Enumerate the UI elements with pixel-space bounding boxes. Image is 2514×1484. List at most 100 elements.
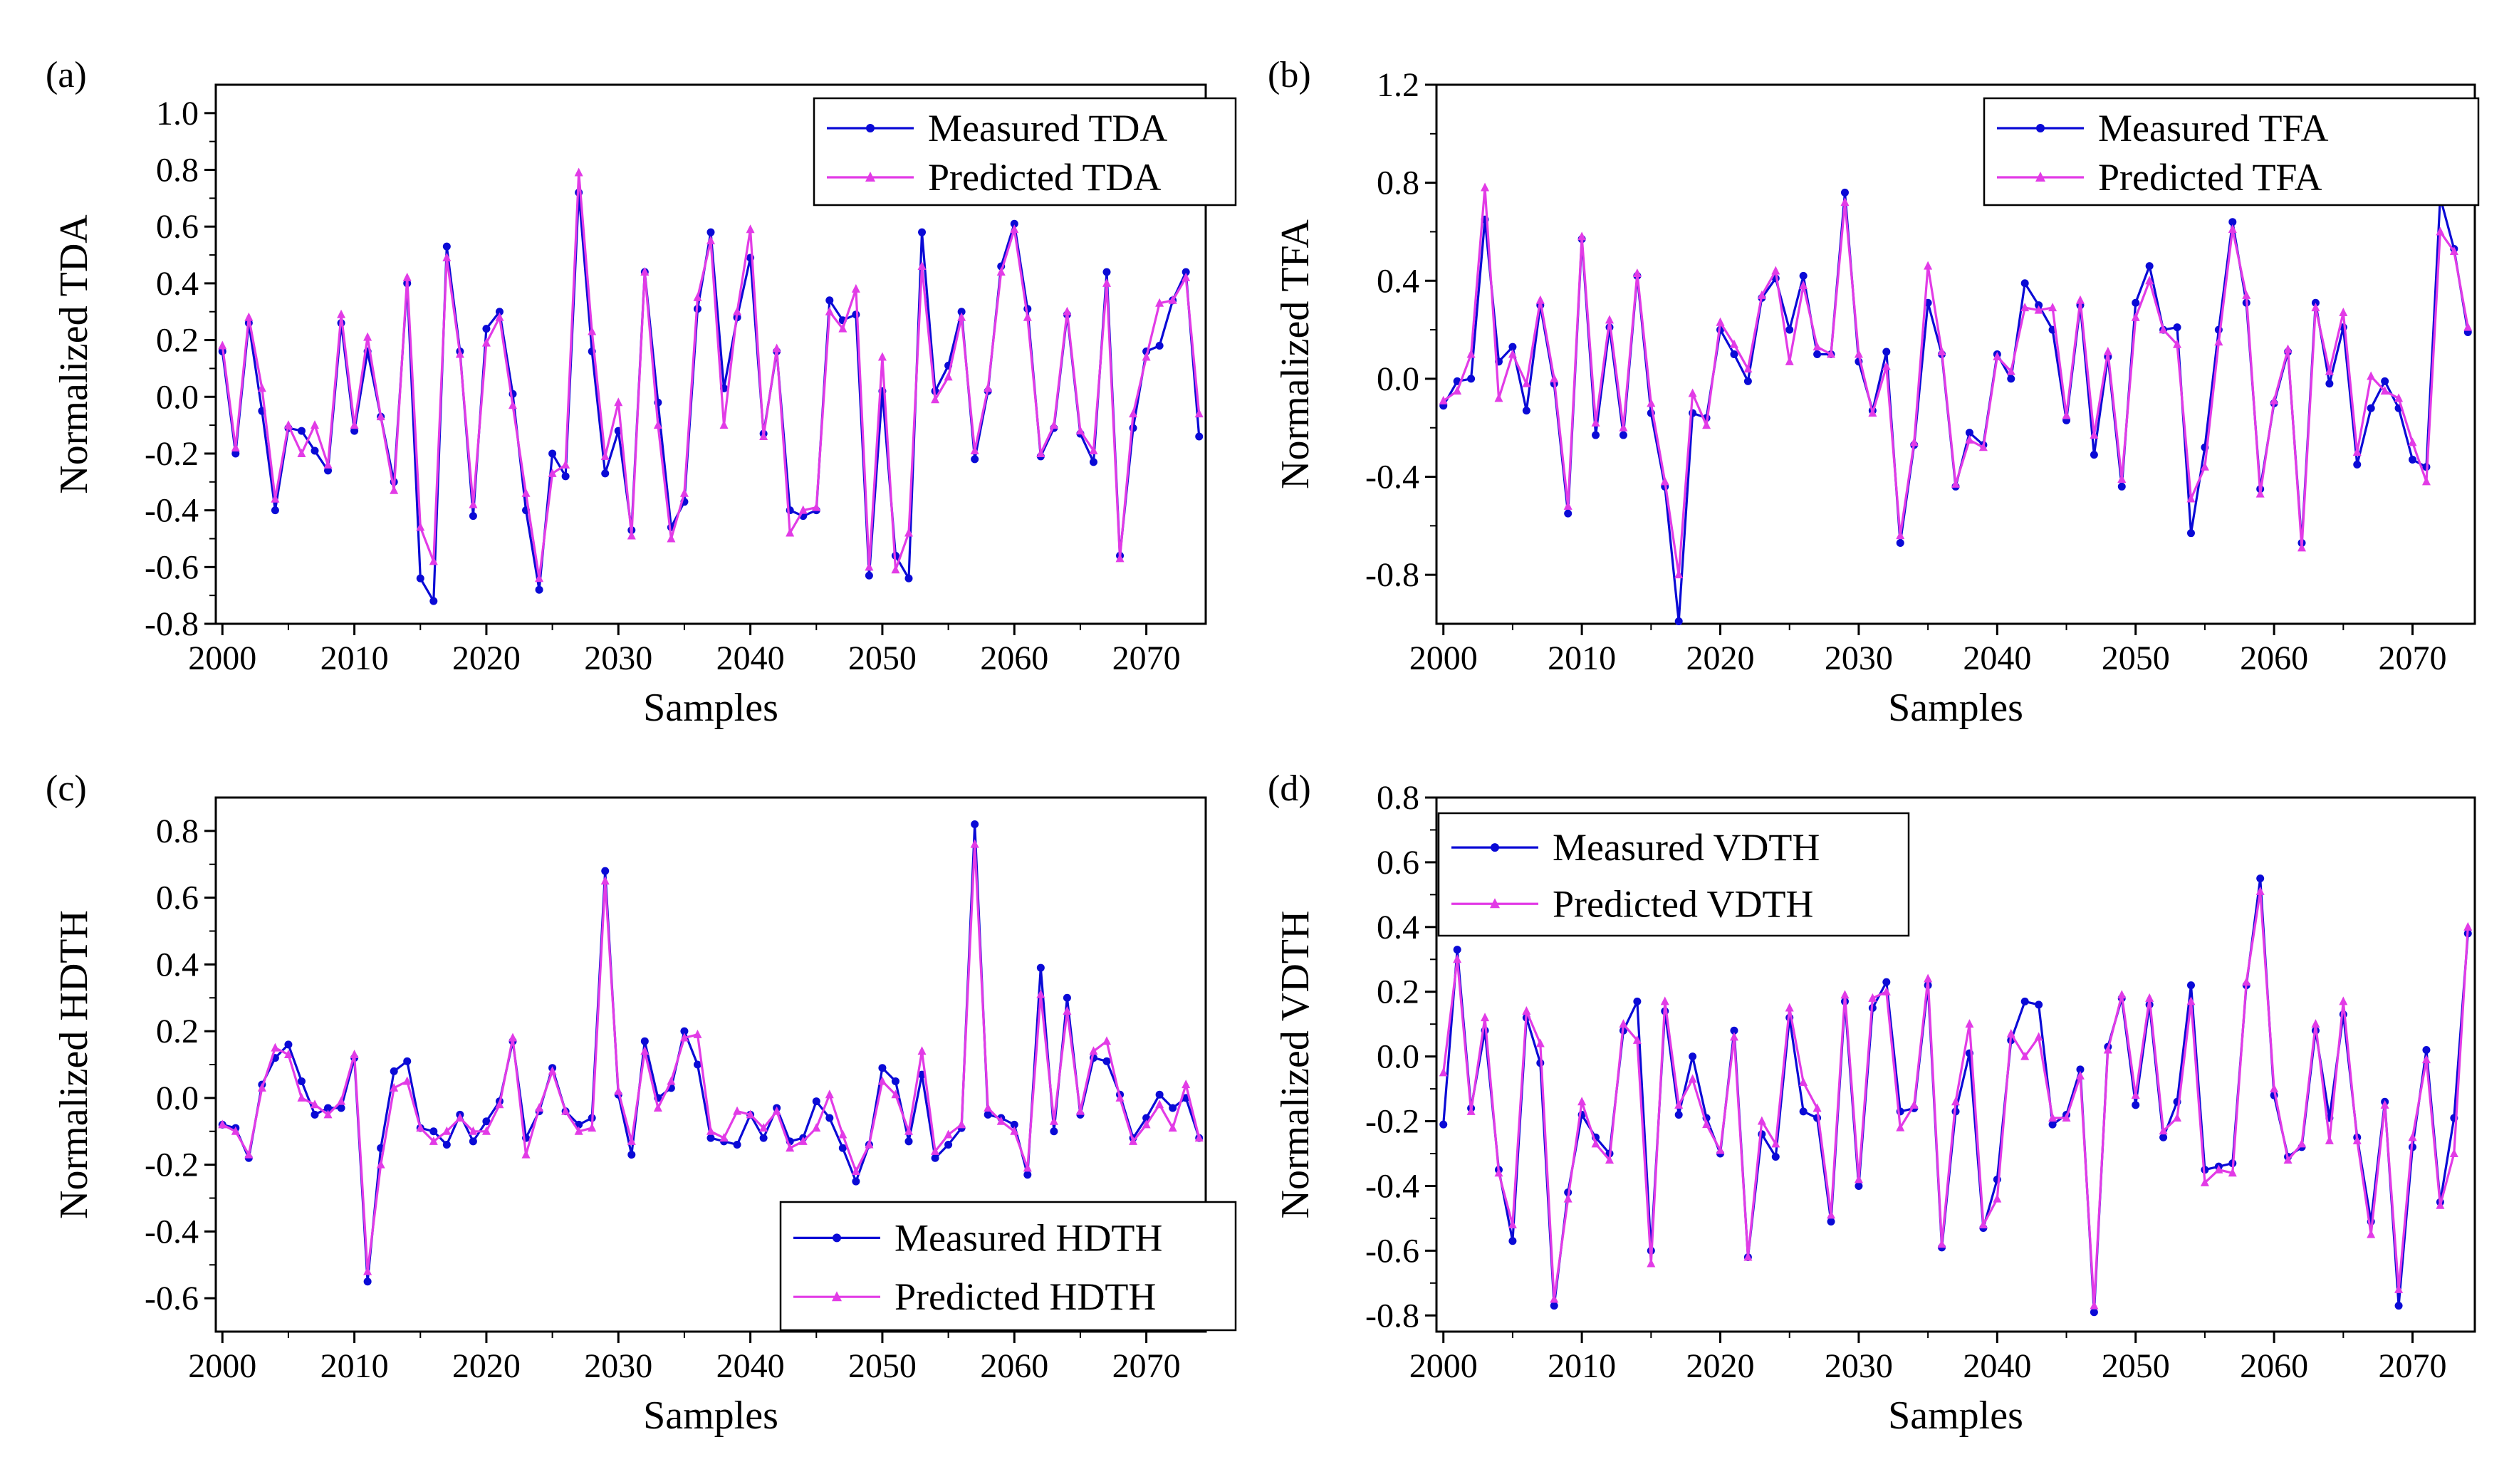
data-point-measured [2159, 1133, 2168, 1141]
data-point-predicted [667, 533, 676, 543]
data-point-predicted [1840, 197, 1850, 207]
data-point-predicted [1729, 339, 1738, 348]
data-point-predicted [2255, 488, 2265, 498]
data-point-predicted [891, 565, 900, 574]
data-point-predicted [1896, 1122, 1905, 1132]
data-point-predicted [2159, 1126, 2168, 1135]
data-point-predicted [521, 488, 531, 497]
data-point-measured [1439, 1120, 1448, 1129]
data-point-measured [812, 1097, 820, 1106]
data-point-predicted [2131, 1090, 2140, 1099]
data-point-predicted [825, 306, 834, 315]
data-point-measured [297, 427, 306, 435]
data-point-measured [2381, 377, 2389, 385]
data-point-measured [1522, 407, 1530, 415]
x-tick-label: 2010 [1548, 639, 1616, 677]
data-point-predicted [786, 528, 795, 537]
data-point-measured [1799, 271, 1808, 280]
y-tick-label: 1.0 [156, 95, 199, 132]
series-predicted [1439, 886, 2473, 1310]
data-point-predicted [402, 272, 412, 281]
data-point-predicted [297, 1092, 306, 1102]
data-point-predicted [944, 1129, 953, 1139]
y-tick-label: 0.8 [1377, 164, 1419, 202]
data-point-measured [2325, 380, 2334, 388]
series-line-measured [1442, 877, 2469, 1314]
data-point-predicted [917, 1046, 927, 1055]
data-point-predicted [337, 1096, 346, 1105]
data-point-predicted [1063, 306, 1072, 315]
data-point-predicted [2436, 1200, 2445, 1209]
data-point-predicted [944, 372, 953, 381]
y-tick-label: -0.4 [145, 1213, 199, 1250]
x-tick-label: 2070 [2379, 1347, 2447, 1385]
data-point-predicted [2339, 996, 2348, 1005]
data-point-predicted [1577, 1097, 1587, 1106]
data-point-measured [733, 1141, 741, 1149]
data-point-predicted [1155, 1099, 1164, 1109]
data-point-measured [363, 1277, 372, 1286]
data-point-predicted [2449, 246, 2458, 255]
data-point-predicted [640, 266, 650, 276]
panel-label: (a) [46, 55, 87, 95]
data-point-predicted [2048, 1113, 2057, 1122]
data-point-predicted [2131, 312, 2140, 321]
x-axis-title: Samples [1888, 686, 2023, 730]
x-tick-label: 2000 [1409, 1347, 1478, 1385]
y-tick-label: -0.4 [1365, 459, 1419, 496]
y-tick-label: 1.2 [1377, 66, 1419, 104]
data-point-predicted [1494, 393, 1503, 402]
data-point-predicted [1924, 261, 1933, 270]
data-point-predicted [574, 1126, 583, 1135]
y-tick-label: -0.2 [145, 435, 199, 473]
data-point-predicted [693, 1029, 702, 1038]
data-point-predicted [1023, 312, 1032, 321]
data-point-measured [1633, 997, 1642, 1005]
panel-label: (b) [1268, 55, 1311, 95]
data-point-predicted [891, 1090, 900, 1099]
data-point-measured [2228, 218, 2237, 226]
y-tick-label: 0.4 [156, 946, 199, 983]
data-point-predicted [416, 522, 425, 531]
data-point-measured [1965, 429, 1973, 437]
data-point-measured [1195, 432, 1204, 441]
x-tick-label: 2060 [2240, 1347, 2308, 1385]
data-point-predicted [2117, 474, 2127, 483]
data-point-predicted [2103, 347, 2112, 356]
data-point-predicted [2339, 308, 2348, 317]
x-axis-title: Samples [1888, 1394, 2023, 1438]
data-point-predicted [1023, 1163, 1032, 1172]
data-point-measured [1050, 1127, 1058, 1136]
data-point-measured [297, 1077, 306, 1085]
data-point-predicted [561, 1106, 570, 1115]
data-point-predicted [535, 573, 544, 582]
data-point-predicted [1868, 993, 1877, 1002]
data-point-predicted [1577, 231, 1587, 241]
panel-3: (d) 2000 2010 2020 2030 2040 2050 2060 2070 -0.8 -… [1268, 768, 2476, 1438]
data-point-measured [2173, 323, 2181, 332]
data-point-predicted [2214, 1164, 2223, 1174]
data-point-predicted [2242, 977, 2251, 986]
data-point-predicted [1702, 420, 1711, 429]
data-point-measured [706, 228, 715, 236]
data-point-predicted [2075, 295, 2085, 304]
data-point-predicted [1155, 298, 1164, 307]
data-point-predicted [733, 1106, 742, 1115]
x-tick-label: 2040 [1963, 1347, 2031, 1385]
data-point-predicted [904, 528, 913, 537]
data-point-measured [284, 1040, 293, 1049]
data-point-measured [693, 1060, 701, 1069]
data-point-predicted [588, 1123, 597, 1132]
data-point-predicted [1896, 531, 1905, 540]
data-point-measured [337, 1104, 345, 1112]
data-point-measured [1689, 1052, 1697, 1061]
series-line-predicted [1442, 186, 2469, 576]
data-point-measured [680, 1027, 689, 1035]
data-point-measured [1674, 617, 1683, 626]
data-point-predicted [2408, 437, 2417, 446]
data-point-measured [1730, 350, 1738, 358]
data-point-measured [2007, 375, 2015, 383]
data-point-predicted [508, 1033, 517, 1042]
data-point-measured [852, 1177, 860, 1186]
data-point-predicted [759, 432, 768, 441]
